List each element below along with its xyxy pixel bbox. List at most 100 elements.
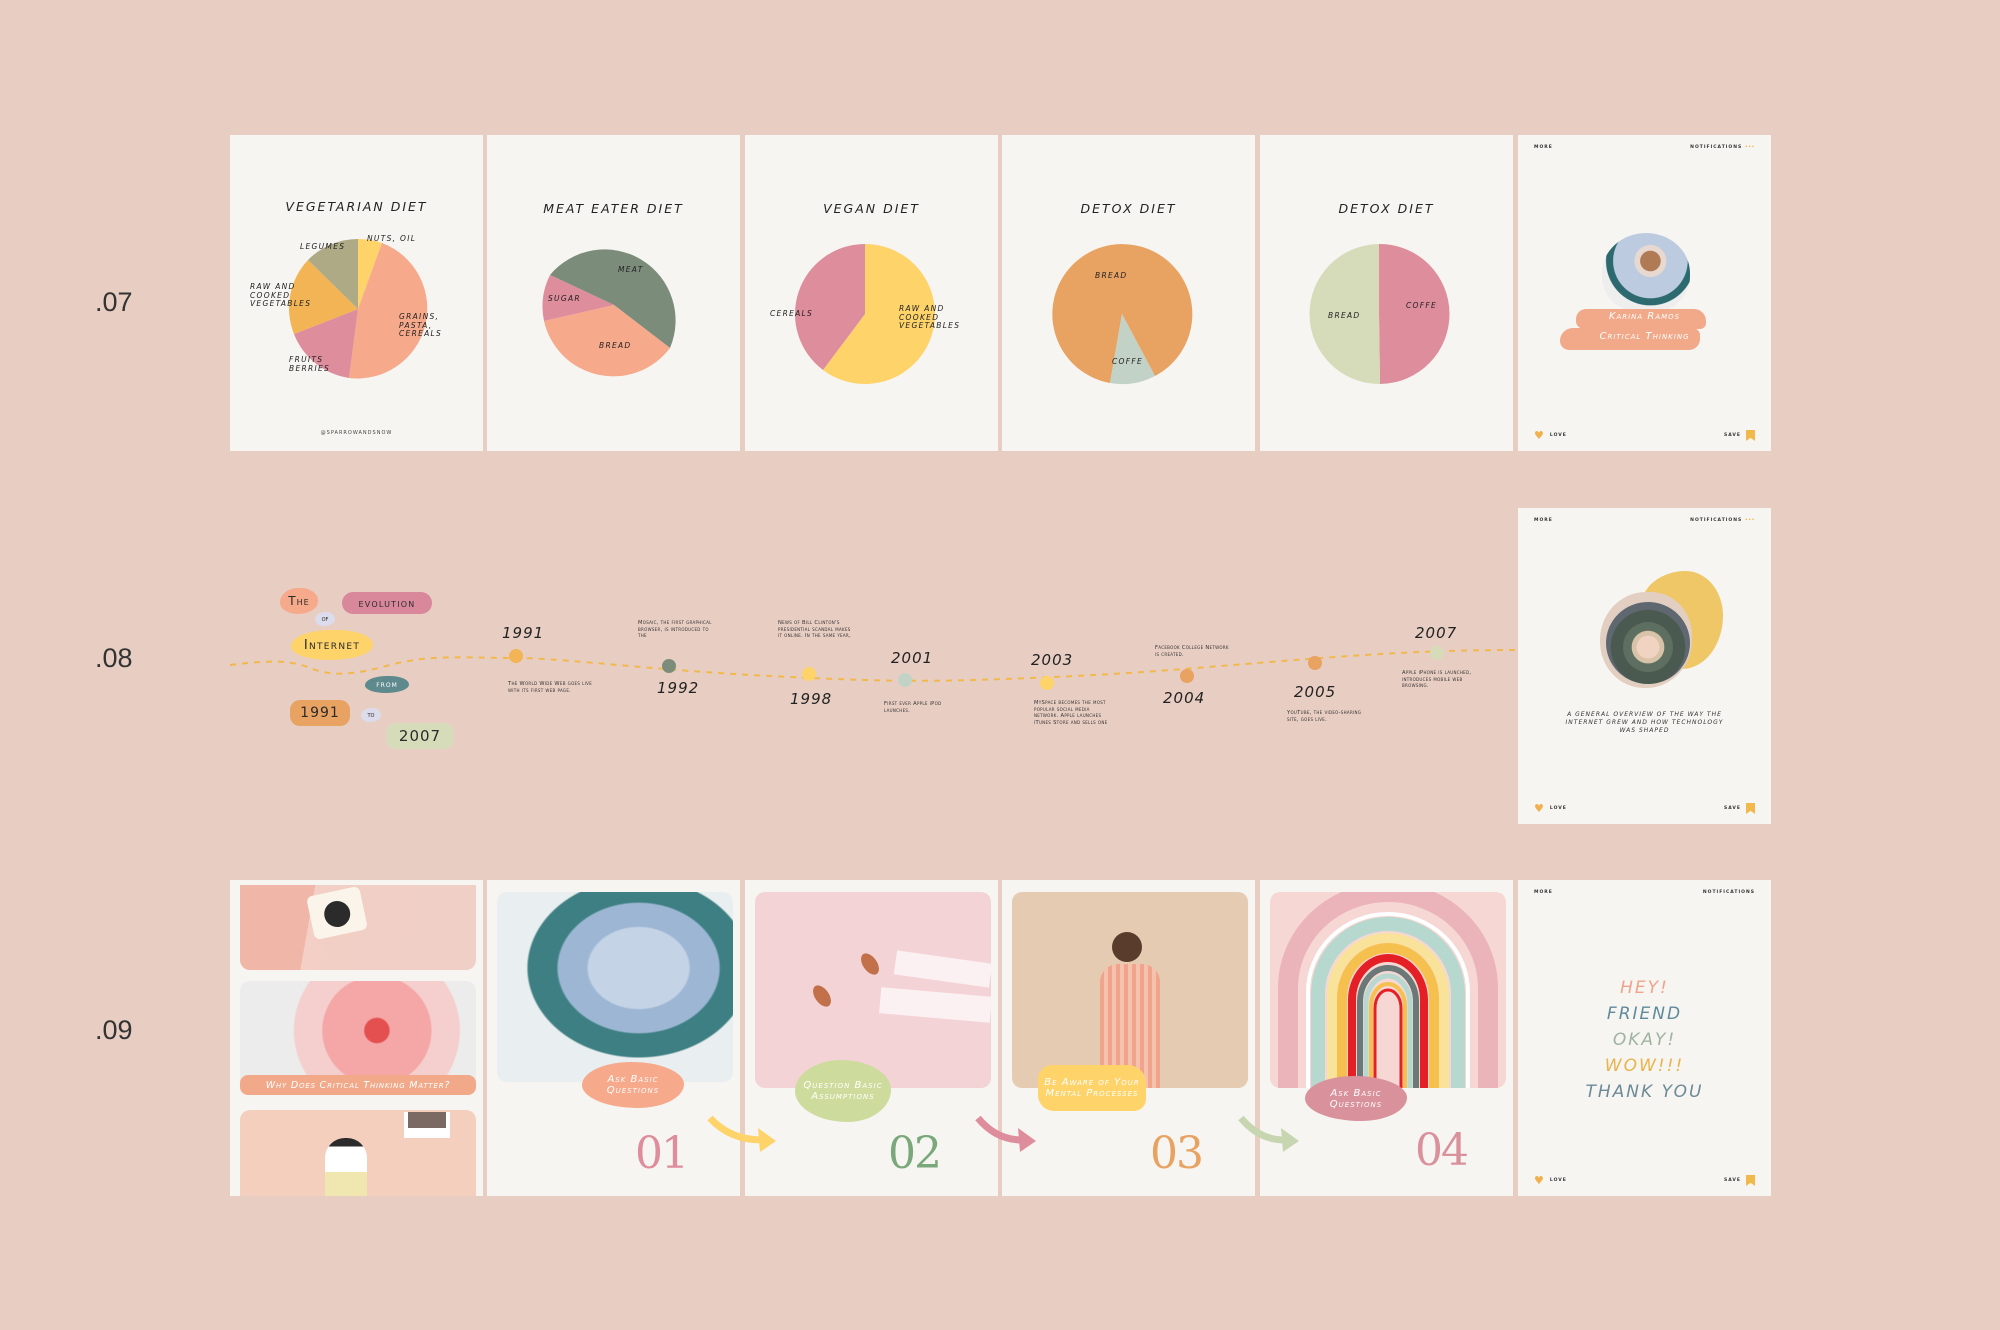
- detox-diet-card-2[interactable]: DETOX DIET COFFE BREAD: [1260, 135, 1513, 451]
- photo-step-03: [1012, 892, 1248, 1088]
- love-button[interactable]: ♥ LOVE: [1534, 430, 1567, 441]
- vegan-diet-card[interactable]: VEGAN DIET RAW AND COOKED VEGETABLES CER…: [745, 135, 998, 451]
- event-text: Mosaic, the first graphical browser, is …: [638, 620, 712, 640]
- timeline-dot: [1430, 646, 1444, 660]
- thank-you-card[interactable]: MORE NOTIFICATIONS HEY! FRIEND OKAY! WOW…: [1518, 880, 1771, 1196]
- step-card-04[interactable]: Ask Basic Questions 04: [1260, 880, 1513, 1196]
- arrow-icon: [975, 1115, 1036, 1152]
- photo-step-01: [497, 892, 733, 1082]
- chart-title: VEGETARIAN DIET: [285, 199, 428, 214]
- vegan-pie-chart: [795, 244, 935, 384]
- notifications-link[interactable]: NOTIFICATIONS •••: [1690, 518, 1755, 523]
- step-card-01[interactable]: Ask Basic Questions 01: [487, 880, 740, 1196]
- vegetarian-pie-chart: [288, 238, 428, 379]
- slice-label: RAW AND COOKED VEGETABLES: [250, 282, 312, 308]
- love-button[interactable]: ♥ LOVE: [1534, 1175, 1567, 1186]
- vegetarian-diet-card[interactable]: VEGETARIAN DIET NUTS, OIL GRAINS, PASTA,…: [230, 135, 483, 451]
- timeline-dot: [662, 659, 676, 673]
- word-from: from: [376, 680, 398, 689]
- avatar: [1606, 602, 1690, 684]
- more-link[interactable]: MORE: [1534, 890, 1553, 895]
- camera-pin-icon: [306, 885, 368, 941]
- step-number: 01: [635, 1128, 689, 1179]
- save-button[interactable]: SAVE: [1724, 1175, 1755, 1186]
- slice-label: GRAINS, PASTA, CEREALS: [399, 312, 443, 338]
- slice-label: COFFE: [1406, 301, 1438, 310]
- arrow-icon: [1238, 1115, 1299, 1152]
- meat-eater-diet-card[interactable]: MEAT EATER DIET MEAT BREAD SUGAR: [487, 135, 740, 451]
- chart-title: VEGAN DIET: [823, 201, 920, 216]
- row-label-07: .07: [95, 287, 133, 317]
- save-label: SAVE: [1724, 806, 1741, 811]
- photo-step-04-rainbow: [1270, 892, 1506, 1088]
- detox-diet-card-1[interactable]: DETOX DIET BREAD COFFE: [1002, 135, 1255, 451]
- timeline-dot: [1308, 656, 1322, 670]
- heart-icon: ♥: [1534, 1174, 1545, 1187]
- bookmark-icon: [1746, 430, 1755, 441]
- slice-label: COFFE: [1112, 357, 1144, 366]
- photo-step-02: [755, 892, 991, 1088]
- rainbow-arch-icon: [1278, 892, 1498, 1088]
- love-button[interactable]: ♥ LOVE: [1534, 803, 1567, 814]
- word-of: of: [321, 615, 329, 623]
- save-button[interactable]: SAVE: [1724, 803, 1755, 814]
- timeline-dot: [1040, 676, 1054, 690]
- profile-card-overview[interactable]: MORE NOTIFICATIONS ••• A GENERAL OVERVIE…: [1518, 508, 1771, 824]
- slice-label: BREAD: [1095, 271, 1128, 280]
- word-blob: 2007: [386, 723, 454, 749]
- event-year: 1991: [502, 624, 545, 642]
- event-text: First ever Apple iPod launches.: [884, 701, 942, 714]
- message-line: FRIEND: [1606, 1004, 1683, 1024]
- step-label-blob: Ask Basic Questions: [1305, 1076, 1407, 1121]
- word-internet: Internet: [303, 637, 361, 653]
- profile-card-karina[interactable]: MORE NOTIFICATIONS ••• Karina Ramos Crit…: [1518, 135, 1771, 451]
- event-year: 1998: [790, 690, 833, 708]
- word-blob: The: [280, 588, 318, 614]
- slice-label: BREAD: [1328, 311, 1361, 320]
- evolution-title-card[interactable]: The evolution of Internet from 1991 to 2…: [230, 508, 483, 824]
- message-line: HEY!: [1620, 978, 1669, 998]
- photo-drink: [240, 981, 476, 1091]
- event-text: News of Bill Clinton's presidential scan…: [778, 620, 851, 640]
- bookmark-icon: [1746, 1175, 1755, 1186]
- event-year: 2007: [1415, 624, 1458, 642]
- slice-label: RAW AND COOKED VEGETABLES: [899, 304, 961, 330]
- timeline-dot: [898, 673, 912, 687]
- notifications-label: NOTIFICATIONS: [1690, 145, 1743, 150]
- arrow-icon: [707, 1115, 776, 1152]
- step-card-02[interactable]: Question Basic Assumptions 02: [745, 880, 998, 1196]
- timeline-dot: [802, 667, 816, 681]
- word-blob: to: [361, 708, 381, 722]
- slice-label: CEREALS: [770, 309, 814, 318]
- notifications-link[interactable]: NOTIFICATIONS: [1702, 890, 1755, 895]
- step-card-03[interactable]: Be Aware of Your Mental Processes 03: [1002, 880, 1255, 1196]
- step-label-blob: Ask Basic Questions: [582, 1062, 684, 1108]
- save-button[interactable]: SAVE: [1724, 430, 1755, 441]
- chart-title: DETOX DIET: [1080, 201, 1177, 216]
- event-year: 2004: [1163, 689, 1206, 707]
- notifications-link[interactable]: NOTIFICATIONS •••: [1690, 145, 1755, 150]
- event-year: 2003: [1031, 651, 1074, 669]
- word-blob: evolution: [342, 592, 432, 614]
- word-start-year: 1991: [300, 705, 340, 721]
- collage-card[interactable]: Why Does Critical Thinking Matter?: [230, 880, 483, 1196]
- word-blob: 1991: [290, 700, 350, 726]
- heart-icon: ♥: [1534, 429, 1545, 442]
- detox-pie-chart-2: [1309, 243, 1450, 385]
- word-to: to: [367, 711, 375, 719]
- step-number: 02: [888, 1128, 942, 1179]
- event-year: 1992: [657, 679, 700, 697]
- word-blob: Internet: [291, 630, 373, 660]
- step-number: 04: [1415, 1125, 1469, 1176]
- avatar: [1602, 233, 1690, 313]
- save-label: SAVE: [1724, 1178, 1741, 1183]
- event-text: YouTube, the video-sharing site, goes li…: [1287, 710, 1362, 723]
- row-label-08: .08: [95, 643, 133, 673]
- subtitle-badge: [1560, 328, 1700, 350]
- event-text: The World Wide Web goes live with its fi…: [508, 681, 593, 694]
- profile-name: Karina Ramos: [1608, 311, 1681, 322]
- more-link[interactable]: MORE: [1534, 518, 1553, 523]
- word-blob: of: [315, 612, 335, 626]
- photo-woman-wall: [240, 1110, 476, 1196]
- more-link[interactable]: MORE: [1534, 145, 1553, 150]
